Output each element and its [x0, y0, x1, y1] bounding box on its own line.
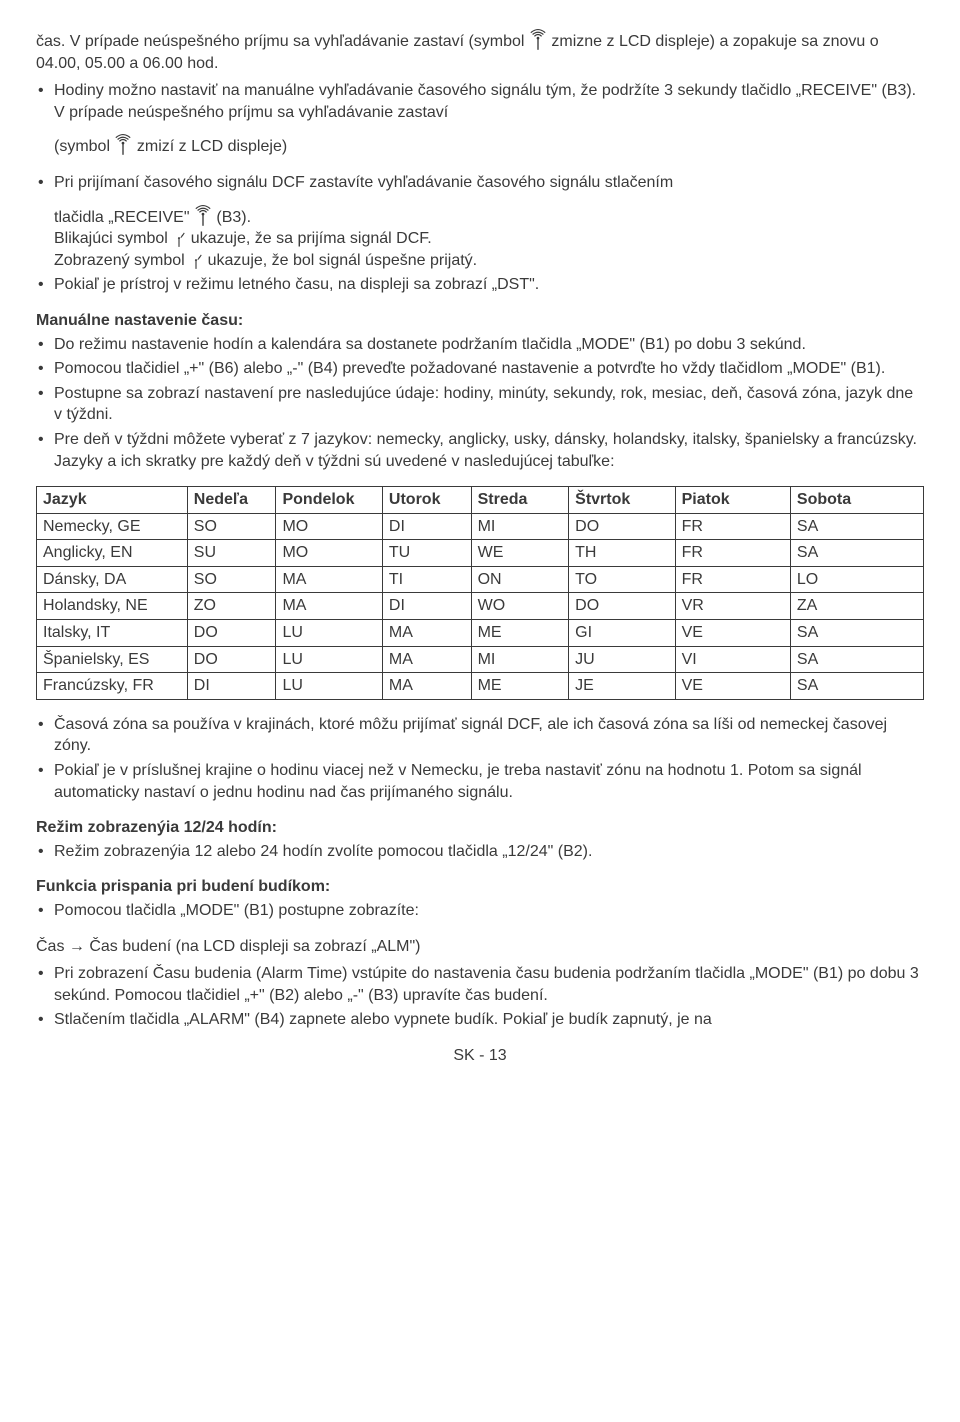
table-cell: SU [187, 540, 276, 567]
table-cell: MA [276, 593, 382, 620]
table-cell: LU [276, 673, 382, 700]
table-row: Holandsky, NEZOMADIWODOVRZA [37, 593, 924, 620]
table-cell: WE [471, 540, 569, 567]
table-cell: MI [471, 646, 569, 673]
bullet-dcf-stop: Pri prijímaní časového signálu DCF zasta… [36, 172, 924, 271]
table-cell: TU [382, 540, 471, 567]
snooze-step-4: Stlačením tlačidla „ALARM" (B4) zapnete … [36, 1009, 924, 1031]
table-cell: SA [790, 513, 923, 540]
table-cell: VI [675, 646, 790, 673]
table-header-cell: Jazyk [37, 487, 188, 514]
table-cell: Anglicky, EN [37, 540, 188, 567]
table-cell: DO [187, 620, 276, 647]
table-cell: ON [471, 566, 569, 593]
table-header-cell: Nedeľa [187, 487, 276, 514]
table-cell: ZO [187, 593, 276, 620]
table-row: Anglicky, ENSUMOTUWETHFRSA [37, 540, 924, 567]
table-header-row: JazykNedeľaPondelokUtorokStredaŠtvrtokPi… [37, 487, 924, 514]
table-cell: Nemecky, GE [37, 513, 188, 540]
table-cell: DI [382, 593, 471, 620]
table-row: Dánsky, DASOMATIONTOFRLO [37, 566, 924, 593]
table-cell: JU [569, 646, 675, 673]
table-header-cell: Štvrtok [569, 487, 675, 514]
table-row: Nemecky, GESOMODIMIDOFRSA [37, 513, 924, 540]
table-cell: Italsky, IT [37, 620, 188, 647]
table-cell: MA [382, 646, 471, 673]
table-cell: ME [471, 620, 569, 647]
bullet-dst: Pokiaľ je prístroj v režimu letného času… [36, 274, 924, 296]
table-cell: DI [382, 513, 471, 540]
table-cell: MO [276, 540, 382, 567]
table-cell: MA [382, 620, 471, 647]
snooze-title: Funkcia prispania pri budení budíkom: [36, 876, 924, 898]
intro-paragraph: čas. V prípade neúspešného príjmu sa vyh… [36, 28, 924, 74]
table-header-cell: Piatok [675, 487, 790, 514]
table-row: Španielsky, ESDOLUMAMIJUVISA [37, 646, 924, 673]
language-days-table: JazykNedeľaPondelokUtorokStredaŠtvrtokPi… [36, 486, 924, 700]
table-cell: MI [471, 513, 569, 540]
table-body: Nemecky, GESOMODIMIDOFRSAAnglicky, ENSUM… [37, 513, 924, 699]
table-cell: DO [569, 593, 675, 620]
antenna-small-icon [172, 231, 186, 247]
table-cell: MA [382, 673, 471, 700]
snooze-step-1: Pomocou tlačidla „MODE" (B1) postupne zo… [36, 900, 924, 922]
table-cell: TO [569, 566, 675, 593]
manual-step-4: Pre deň v týždni môžete vyberať z 7 jazy… [36, 429, 924, 472]
table-cell: SA [790, 620, 923, 647]
antenna-small-icon [189, 253, 203, 269]
table-cell: SA [790, 646, 923, 673]
page-footer: SK - 13 [36, 1045, 924, 1067]
table-cell: Holandsky, NE [37, 593, 188, 620]
snooze-line-2: Čas → Čas budení (na LCD displeji sa zob… [36, 936, 924, 958]
table-cell: FR [675, 513, 790, 540]
display-mode-title: Režim zobrazenýia 12/24 hodín: [36, 817, 924, 839]
table-header-cell: Pondelok [276, 487, 382, 514]
table-cell: VE [675, 673, 790, 700]
timezone-note-2: Pokiaľ je v príslušnej krajine o hodinu … [36, 760, 924, 803]
table-cell: GI [569, 620, 675, 647]
table-cell: Dánsky, DA [37, 566, 188, 593]
intro-text-a: čas. V prípade neúspešného príjmu sa vyh… [36, 33, 529, 50]
table-cell: FR [675, 566, 790, 593]
table-row: Francúzsky, FRDILUMAMEJEVESA [37, 673, 924, 700]
table-cell: LU [276, 646, 382, 673]
manual-step-3: Postupne sa zobrazí nastavení pre nasled… [36, 383, 924, 426]
table-cell: ME [471, 673, 569, 700]
table-cell: SO [187, 566, 276, 593]
antenna-icon [194, 204, 212, 224]
table-cell: TI [382, 566, 471, 593]
antenna-icon [529, 28, 547, 48]
table-cell: JE [569, 673, 675, 700]
table-cell: SO [187, 513, 276, 540]
table-header-cell: Streda [471, 487, 569, 514]
table-cell: Španielsky, ES [37, 646, 188, 673]
table-cell: FR [675, 540, 790, 567]
table-header-cell: Utorok [382, 487, 471, 514]
table-cell: DO [569, 513, 675, 540]
table-row: Italsky, ITDOLUMAMEGIVESA [37, 620, 924, 647]
table-cell: ZA [790, 593, 923, 620]
antenna-icon [114, 133, 132, 153]
table-cell: WO [471, 593, 569, 620]
table-cell: VE [675, 620, 790, 647]
timezone-note-1: Časová zóna sa používa v krajinách, ktor… [36, 714, 924, 757]
table-cell: LU [276, 620, 382, 647]
table-cell: SA [790, 540, 923, 567]
table-cell: VR [675, 593, 790, 620]
table-cell: MA [276, 566, 382, 593]
table-cell: DO [187, 646, 276, 673]
table-header-cell: Sobota [790, 487, 923, 514]
manual-step-1: Do režimu nastavenie hodín a kalendára s… [36, 334, 924, 356]
table-cell: DI [187, 673, 276, 700]
manual-step-2: Pomocou tlačidiel „+" (B6) alebo „-" (B4… [36, 358, 924, 380]
manual-time-title: Manuálne nastavenie času: [36, 310, 924, 332]
table-cell: LO [790, 566, 923, 593]
table-cell: TH [569, 540, 675, 567]
bullet-manual-search: Hodiny možno nastaviť na manuálne vyhľad… [36, 80, 924, 158]
table-cell: MO [276, 513, 382, 540]
table-cell: SA [790, 673, 923, 700]
snooze-step-3: Pri zobrazení Času budenia (Alarm Time) … [36, 963, 924, 1006]
table-cell: Francúzsky, FR [37, 673, 188, 700]
display-mode-item: Režim zobrazenýia 12 alebo 24 hodín zvol… [36, 841, 924, 863]
